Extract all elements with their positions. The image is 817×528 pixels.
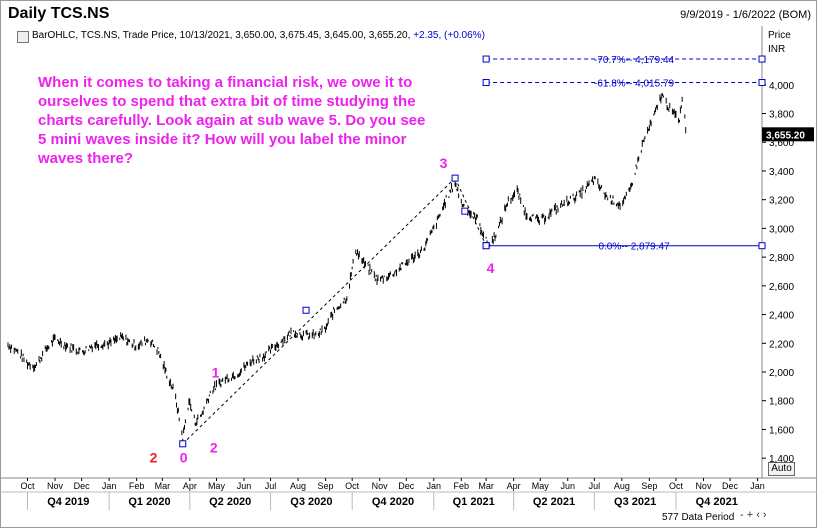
quarter-label: Q4 2019 [47,496,89,508]
quarter-label: Q2 2021 [533,496,575,508]
month-label: Apr [507,481,521,491]
fib-level-label: 0.0%-- 2,879.47 [598,242,670,253]
y-tick-label: 3,600 [769,138,794,149]
current-price-tag [762,127,814,142]
month-label: Feb [454,481,470,491]
wave-label: 3 [440,155,448,171]
ohlc-readout: BarOHLC, TCS.NS, Trade Price, 10/13/2021… [32,30,485,41]
month-label: May [208,481,226,491]
month-label: Dec [722,481,739,491]
month-label: May [532,481,550,491]
y-tick-label: 2,600 [769,282,794,293]
price-axis-label: Price [768,30,791,41]
month-label: Sep [641,481,657,491]
y-tick-label: 4,000 [769,81,794,92]
quarter-label: Q3 2020 [290,496,332,508]
month-label: Nov [372,481,389,491]
month-label: Feb [129,481,145,491]
y-tick-label: 1,600 [769,425,794,436]
price-unit-label: INR [768,44,786,55]
quarter-label: Q1 2021 [453,496,495,508]
month-label: Dec [74,481,91,491]
trend-handle [451,174,459,182]
month-label: Apr [183,481,197,491]
chart-title: Daily TCS.NS [8,5,110,22]
bar-ohlc-icon[interactable] [17,31,29,43]
y-tick-label: 3,200 [769,196,794,207]
y-tick-label: 2,000 [769,368,794,379]
quarter-label: Q1 2020 [128,496,170,508]
y-tick-label: 1,800 [769,397,794,408]
y-tick-label: 2,800 [769,253,794,264]
zoom-controls[interactable]: - + ‹ › [740,509,767,521]
month-label: Jun [560,481,575,491]
month-label: Jun [237,481,252,491]
fib-handle [758,79,766,87]
fib-level-label: -61.8%-- 4,015.79 [594,79,674,90]
trend-handle [461,207,469,215]
date-range: 9/9/2019 - 1/6/2022 (BOM) [680,9,811,21]
month-label: Jul [589,481,601,491]
month-label: Jan [102,481,117,491]
fib-handle [758,242,766,250]
current-price-label: 3,655.20 [766,130,805,141]
fib-level-label: -70.7%-- 4,179.44 [594,55,674,66]
wave-label: 2 [210,439,218,455]
month-label: Mar [478,481,494,491]
y-tick-label: 3,000 [769,224,794,235]
fib-handle [482,55,490,63]
month-label: Mar [155,481,171,491]
wave-label: 0 [180,449,188,465]
trend-line [182,177,456,445]
month-label: Jan [427,481,442,491]
y-tick-label: 2,400 [769,311,794,322]
month-label: Aug [290,481,306,491]
month-label: Nov [695,481,712,491]
month-label: Jul [265,481,277,491]
data-period-label: 577 Data Period [662,512,735,523]
month-label: Oct [21,481,36,491]
y-tick-label: 1,400 [769,454,794,465]
month-label: Oct [345,481,360,491]
quarter-label: Q3 2021 [614,496,656,508]
wave-label: 1 [212,365,220,381]
wave-label: 4 [487,260,495,276]
fib-handle [482,242,490,250]
month-label: Jan [750,481,765,491]
month-label: Nov [47,481,64,491]
price-change: +2.35, (+0.06%) [413,30,485,41]
month-label: Aug [614,481,630,491]
fib-handle [482,79,490,87]
month-label: Oct [669,481,684,491]
y-tick-label: 3,800 [769,110,794,121]
ohlc-values: BarOHLC, TCS.NS, Trade Price, 10/13/2021… [32,30,411,41]
quarter-label: Q4 2020 [372,496,414,508]
annotation-text: When it comes to taking a financial risk… [38,74,426,167]
y-tick-label: 3,400 [769,167,794,178]
y-tick-label: 2,200 [769,339,794,350]
quarter-label: Q2 2020 [209,496,251,508]
month-label: Sep [318,481,334,491]
wave-label: 2 [150,449,158,465]
fib-handle [758,55,766,63]
trend-line [454,177,487,246]
quarter-label: Q4 2021 [696,496,738,508]
trend-handle [302,306,310,314]
month-label: Dec [398,481,415,491]
auto-scale-button[interactable]: Auto [768,462,795,476]
trend-handle [179,440,187,448]
